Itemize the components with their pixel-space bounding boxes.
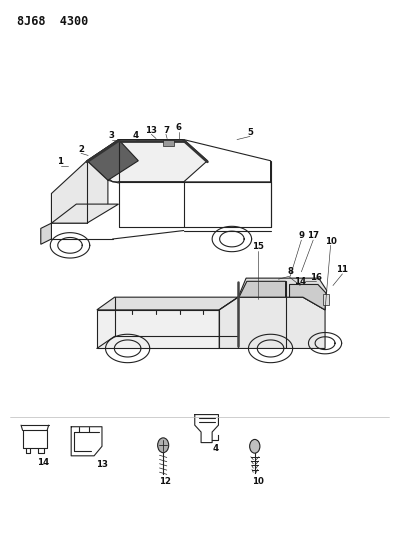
Text: 4: 4 [213, 445, 219, 454]
Text: 8J68  4300: 8J68 4300 [17, 15, 88, 28]
Text: 1: 1 [57, 157, 63, 166]
Text: 15: 15 [252, 242, 264, 251]
Text: 10: 10 [252, 477, 264, 486]
Text: 14: 14 [294, 277, 306, 286]
Polygon shape [41, 223, 51, 244]
Text: 13: 13 [145, 126, 157, 134]
Polygon shape [290, 285, 326, 310]
Text: 2: 2 [78, 144, 84, 154]
Polygon shape [87, 140, 207, 182]
Text: 10: 10 [325, 237, 336, 246]
Text: 5: 5 [247, 128, 253, 136]
Text: 17: 17 [307, 231, 319, 240]
Circle shape [158, 438, 169, 453]
Text: 12: 12 [159, 477, 171, 486]
Text: 7: 7 [163, 126, 169, 134]
Polygon shape [239, 281, 286, 297]
Polygon shape [97, 310, 219, 349]
Text: 14: 14 [38, 458, 49, 467]
Text: 9: 9 [298, 231, 304, 240]
Polygon shape [97, 297, 238, 310]
Text: 8: 8 [287, 267, 293, 276]
Bar [163, 140, 174, 147]
Text: 4: 4 [132, 131, 138, 140]
Polygon shape [51, 204, 119, 223]
Text: 16: 16 [310, 272, 322, 281]
Polygon shape [238, 278, 327, 310]
Text: 11: 11 [336, 265, 348, 274]
Bar [324, 294, 329, 304]
Text: 6: 6 [176, 124, 182, 132]
Polygon shape [51, 161, 108, 223]
Text: 3: 3 [109, 131, 115, 140]
Polygon shape [87, 140, 138, 180]
Circle shape [250, 439, 260, 453]
Text: 13: 13 [96, 460, 108, 469]
Polygon shape [219, 297, 325, 349]
